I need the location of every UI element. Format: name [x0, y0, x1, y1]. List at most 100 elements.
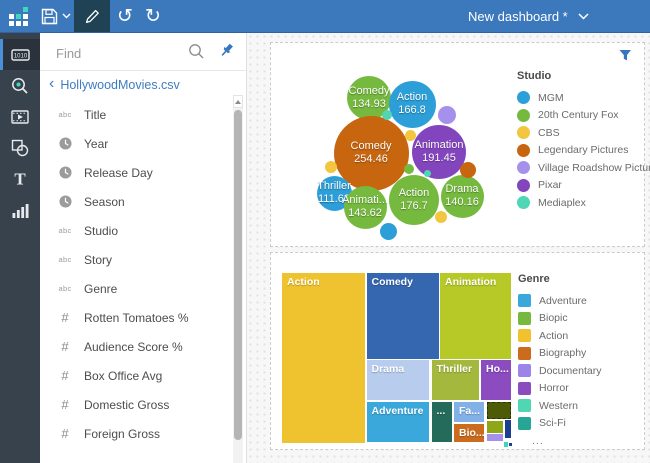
bubble-small[interactable]	[404, 164, 414, 174]
sidebar-item-visualizations[interactable]	[0, 194, 40, 225]
bubble-animati[interactable]: Animati... 143.62	[342, 185, 388, 229]
sidebar-item-shapes[interactable]	[0, 132, 40, 163]
field-item-rotten-tomatoes[interactable]: # Rotten Tomatoes %	[40, 303, 232, 332]
field-label: Release Day	[84, 165, 153, 180]
filter-icon[interactable]	[619, 49, 632, 67]
edit-mode-button[interactable]	[74, 0, 110, 32]
treemap-tile-animation[interactable]: Animation	[440, 273, 511, 359]
panel-scrollbar[interactable]	[233, 95, 243, 463]
bubble-small[interactable]	[438, 106, 456, 124]
bubble-small[interactable]	[435, 211, 447, 223]
treemap-tile-comedy[interactable]: Comedy	[366, 273, 439, 359]
legend-item-mgm[interactable]: MGM	[517, 89, 645, 107]
treemap-tile-action[interactable]: Action	[282, 273, 365, 443]
data-source-row[interactable]: ‹ HollywoodMovies.csv	[40, 73, 246, 97]
bubble-small[interactable]	[460, 162, 476, 178]
bubble-animation[interactable]: Animation 191.45	[412, 125, 466, 179]
legend-item-biography[interactable]: Biography	[518, 345, 646, 363]
field-item-foreign-gross[interactable]: # Foreign Gross	[40, 419, 232, 448]
field-label: Season	[84, 194, 125, 209]
legend-item-village-roadshow-pictures[interactable]: Village Roadshow Pictures	[517, 159, 650, 177]
field-item-studio[interactable]: abc Studio	[40, 216, 232, 245]
field-item-audience-score[interactable]: # Audience Score %	[40, 332, 232, 361]
app-logo-icon[interactable]	[6, 0, 34, 32]
field-label: Foreign Gross	[84, 426, 161, 441]
text-icon: T	[14, 169, 26, 188]
sidebar-item-explore[interactable]	[0, 70, 40, 101]
legend-item-sci-fi[interactable]: Sci-Fi	[518, 415, 646, 433]
bubble-small[interactable]	[382, 110, 392, 120]
field-item-box-office-avg[interactable]: # Box Office Avg	[40, 361, 232, 390]
field-item-title[interactable]: abc Title	[40, 100, 232, 129]
sidebar-item-text[interactable]: T	[0, 163, 40, 194]
treemap-tile[interactable]	[505, 419, 511, 438]
sidebar-item-media[interactable]	[0, 101, 40, 132]
bubble-label: Thriller	[317, 180, 351, 192]
scroll-up-button[interactable]	[233, 95, 243, 108]
scrollbar-thumb[interactable]	[234, 110, 242, 440]
save-dropdown-caret[interactable]	[60, 0, 72, 32]
undo-button[interactable]: ↺	[113, 0, 137, 32]
treemap-tile[interactable]	[503, 442, 508, 447]
bubble-small[interactable]	[404, 129, 416, 141]
field-label: Story	[84, 252, 113, 267]
field-item-story[interactable]: abc Story	[40, 245, 232, 274]
legend-item-mediaplex[interactable]: Mediaplex	[517, 194, 645, 212]
legend-item-legendary-pictures[interactable]: Legendary Pictures	[517, 142, 645, 160]
search-icon[interactable]	[188, 43, 205, 65]
treemap-tile-ho[interactable]: Ho...	[481, 360, 511, 400]
treemap-tile-bio[interactable]: Bio...	[454, 424, 484, 442]
legend-swatch	[517, 108, 530, 122]
bubble-action[interactable]: Action 176.7	[389, 175, 439, 225]
treemap-tile-adventure[interactable]: Adventure	[366, 402, 429, 442]
bubble-small[interactable]	[379, 222, 397, 240]
legend-item-horror[interactable]: Horror	[518, 380, 646, 398]
bubble-action[interactable]: Action 166.8	[388, 80, 436, 128]
bubble-drama[interactable]: Drama 140.16	[440, 174, 484, 218]
treemap-tile[interactable]	[486, 434, 503, 441]
treemap-tile-drama[interactable]: Drama	[366, 360, 429, 400]
treemap-tile[interactable]	[509, 442, 512, 446]
page-title: New dashboard *	[468, 8, 568, 24]
legend-item-biopic[interactable]: Biopic	[518, 310, 646, 328]
time-type-icon	[58, 137, 72, 150]
legend-item-20th-century-fox[interactable]: 20th Century Fox	[517, 107, 645, 125]
bubble-chart-widget[interactable]: Comedy 134.93 Action 166.8 Comedy 254.46 Anima…	[270, 42, 650, 247]
legend-item-western[interactable]: Western	[518, 397, 646, 415]
legend-item-cbs[interactable]: CBS	[517, 124, 645, 142]
legend-item-pixar[interactable]: Pixar	[517, 177, 645, 195]
field-item-genre[interactable]: abc Genre	[40, 274, 232, 303]
legend-item-adventure[interactable]: Adventure	[518, 292, 646, 310]
treemap-tile-fa[interactable]: Fa...	[454, 402, 484, 422]
field-item-year[interactable]: Year	[40, 129, 232, 158]
treemap-tile-thriller[interactable]: Thriller	[431, 360, 479, 400]
legend-item-item[interactable]: ...	[518, 432, 646, 450]
legend-swatch	[517, 178, 530, 192]
sidebar-item-data-source[interactable]: 1010	[0, 39, 40, 70]
save-button[interactable]	[38, 0, 60, 32]
tile-label: Animation	[445, 276, 497, 288]
pin-icon[interactable]	[218, 42, 235, 64]
bubble-small[interactable]	[325, 161, 337, 173]
dashboard-title-menu[interactable]: New dashboard *	[468, 0, 589, 32]
bubble-comedy[interactable]: Comedy 254.46	[333, 115, 409, 191]
bubble-small[interactable]	[423, 169, 431, 177]
bubble-label: Action	[398, 187, 430, 199]
field-item-season[interactable]: Season	[40, 187, 232, 216]
legend-item-documentary[interactable]: Documentary	[518, 362, 646, 380]
legend-swatch	[518, 416, 531, 430]
dashboard-canvas[interactable]: Comedy 134.93 Action 166.8 Comedy 254.46 Anima…	[247, 33, 650, 463]
field-item-domestic-gross[interactable]: # Domestic Gross	[40, 390, 232, 419]
redo-button[interactable]: ↻	[141, 0, 165, 32]
search-input[interactable]	[54, 41, 178, 65]
field-item-release-day[interactable]: Release Day	[40, 158, 232, 187]
treemap-tile[interactable]	[486, 402, 511, 419]
genre-legend: Genre Adventure Biopic Action Biography Docu…	[518, 273, 646, 450]
treemap-tile[interactable]	[486, 421, 503, 433]
treemap-widget[interactable]: Action Comedy Animation Drama Thriller Ho... A…	[270, 252, 645, 450]
legend-item-action[interactable]: Action	[518, 327, 646, 345]
back-chevron-icon[interactable]: ‹	[49, 75, 55, 92]
legend-swatch	[518, 311, 531, 325]
bubble-value: 254.46	[354, 153, 388, 165]
treemap-tile-item[interactable]: ...	[431, 402, 452, 442]
